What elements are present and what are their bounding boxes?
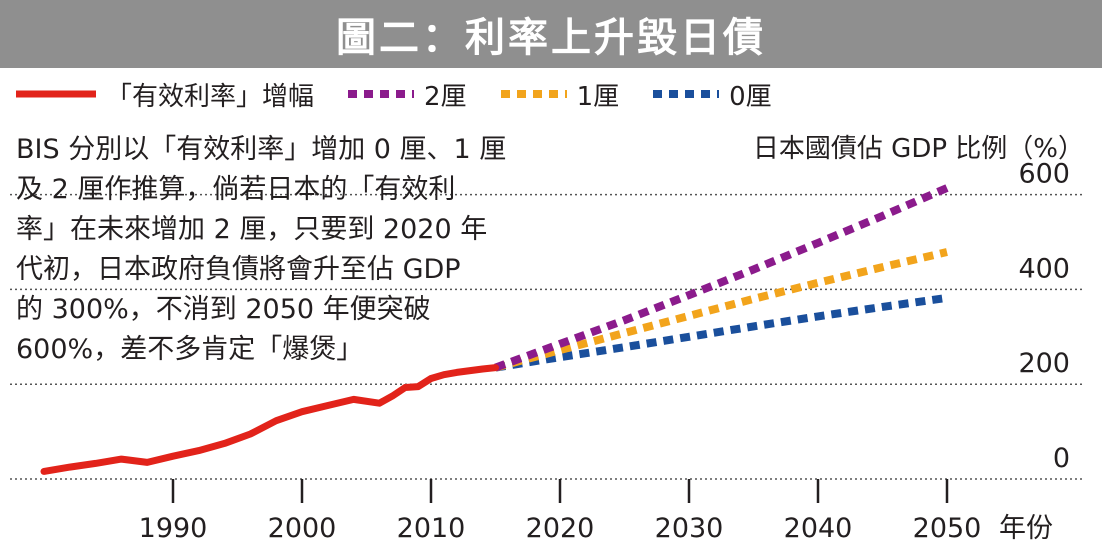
series-line-projection: [494, 293, 948, 372]
legend-item-0: 0厘: [653, 76, 772, 113]
x-tick-label: 2010: [397, 513, 466, 540]
y-axis-label: 日本國債佔 GDP 比例（%）: [752, 134, 1084, 164]
series-line-projection: [494, 184, 949, 372]
x-tick-label: 1990: [139, 513, 208, 540]
y-tick-label: 400: [1018, 253, 1070, 284]
legend-swatch-solid-red: [16, 90, 96, 98]
annotation-line: 率」在未來增加 2 厘，只要到 2020 年: [16, 214, 488, 245]
legend-label: 2厘: [424, 81, 467, 112]
legend-swatch-dotted-purple: [348, 90, 415, 98]
annotation-line: BIS 分別以「有效利率」增加 0 厘、1 厘: [16, 134, 507, 165]
legend: 「有效利率」增幅 2厘 1厘 0厘: [16, 74, 806, 114]
annotation-line: 的 300%，不消到 2050 年便突破: [16, 294, 431, 325]
x-tick-label: 2040: [784, 513, 853, 540]
y-tick-label: 0: [1053, 443, 1070, 474]
legend-label: 1厘: [576, 81, 620, 112]
y-tick-label: 600: [1018, 159, 1070, 190]
x-axis-label: 年份: [999, 513, 1053, 540]
legend-item-1: 1厘: [500, 76, 620, 113]
annotation-line: 及 2 厘作推算，倘若日本的「有效利: [16, 174, 456, 205]
series-line-historical: [40, 364, 499, 475]
title-bar: 圖二：利率上升毀日債: [0, 0, 1102, 68]
chart-title: 圖二：利率上升毀日債: [336, 15, 766, 61]
annotation-line: 代初，日本政府負債將會升至佔 GDP: [16, 254, 461, 285]
legend-item-effective-rate: 「有效利率」增幅: [16, 76, 314, 113]
x-tick-label: 2000: [268, 513, 337, 540]
series-line-projection: [494, 248, 948, 372]
x-tick-label: 2020: [526, 513, 595, 540]
y-tick-label: 200: [1018, 348, 1070, 379]
x-tick-label: 2050: [913, 513, 982, 540]
legend-swatch-dotted-orange: [500, 90, 567, 98]
annotation-text: BIS 分別以「有效利率」增加 0 厘、1 厘 及 2 厘作推算，倘若日本的「有…: [16, 130, 576, 370]
annotation-line: 600%，差不多肯定「爆煲」: [16, 334, 364, 365]
legend-label: 0厘: [729, 81, 772, 112]
legend-swatch-dotted-blue: [653, 90, 720, 98]
legend-label: 「有效利率」增幅: [106, 81, 315, 112]
legend-item-2: 2厘: [348, 76, 467, 113]
x-tick-label: 2030: [655, 513, 724, 540]
